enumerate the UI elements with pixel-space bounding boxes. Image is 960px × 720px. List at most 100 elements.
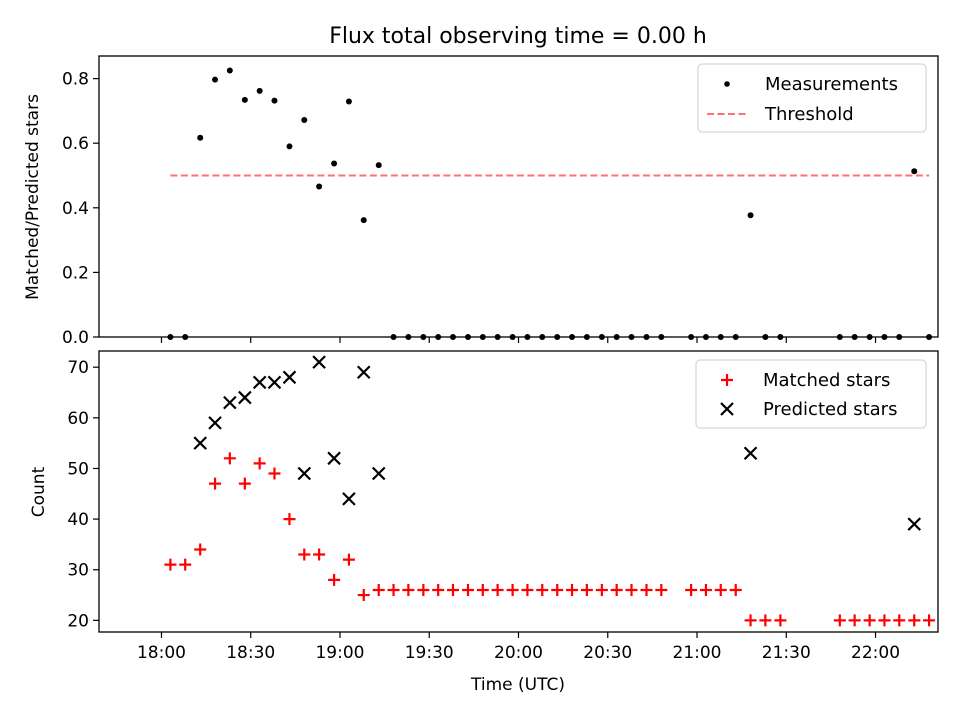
data-point-predicted [223, 395, 237, 410]
data-point-matched [372, 583, 385, 596]
data-point-matched [625, 583, 638, 596]
data-point [197, 134, 204, 141]
data-point [911, 168, 918, 175]
data-point-matched [298, 548, 311, 561]
x-axis [160, 337, 877, 343]
y-axis-label: Count [29, 466, 49, 517]
legend-label-matched: Matched stars [763, 370, 890, 391]
data-point-matched [551, 583, 564, 596]
legend-label-predicted: Predicted stars [763, 399, 897, 420]
data-point-matched [179, 558, 192, 571]
panel-ratio: Flux total observing time = 0.00 h Match… [23, 24, 939, 348]
data-point-matched [268, 467, 281, 480]
data-point-matched [432, 583, 445, 596]
data-point-matched [863, 614, 876, 627]
data-point-matched [521, 583, 534, 596]
data-point-matched [194, 543, 207, 556]
y-tick-label: 50 [67, 459, 89, 479]
y-tick-label: 0.2 [62, 263, 89, 283]
data-point [301, 116, 308, 123]
data-point-matched [491, 583, 504, 596]
legend-label-threshold: Threshold [764, 104, 854, 125]
data-point-matched [640, 583, 653, 596]
data-point-matched [595, 583, 608, 596]
data-point-matched [506, 583, 519, 596]
data-point-matched [729, 583, 742, 596]
data-point-matched [253, 457, 266, 470]
data-point [212, 76, 219, 83]
data-point-matched [342, 553, 355, 566]
data-point [271, 97, 278, 104]
legend-marker-matched [721, 374, 733, 386]
data-point-matched [774, 614, 787, 627]
data-point [345, 98, 352, 105]
data-point-matched [283, 513, 296, 526]
data-point-matched [328, 573, 341, 586]
legend-box [697, 63, 927, 133]
y-tick-label: 30 [67, 561, 89, 581]
x-tick-label: 18:00 [137, 643, 186, 663]
chart-title: Flux total observing time = 0.00 h [329, 24, 707, 49]
data-point-predicted [252, 375, 267, 390]
y-axis: 20 30 40 50 60 70 [67, 358, 99, 631]
data-point [331, 160, 338, 167]
x-tick-label: 21:00 [673, 643, 722, 663]
data-point-matched [699, 583, 712, 596]
y-tick-label: 20 [67, 611, 89, 631]
data-point-matched [580, 583, 593, 596]
data-point-matched [923, 614, 936, 627]
data-point [360, 217, 367, 224]
data-point-matched [387, 583, 400, 596]
x-tick-label: 20:00 [494, 643, 543, 663]
data-point-matched [313, 548, 326, 561]
y-tick-label: 60 [67, 409, 89, 429]
data-point-predicted [907, 517, 922, 531]
panel-counts: Count Time (UTC) 20 30 40 50 60 70 18:00 18:30… [29, 350, 939, 695]
data-point-matched [461, 583, 474, 596]
data-point-matched [164, 558, 177, 571]
y-tick-label: 0.8 [62, 70, 89, 90]
data-point-predicted [356, 365, 371, 380]
data-point-predicted [297, 466, 312, 481]
legend: Matched stars Predicted stars [695, 359, 927, 429]
data-point-matched [417, 583, 430, 596]
data-point-predicted [743, 446, 758, 461]
data-point [316, 183, 323, 190]
data-point-matched [759, 614, 772, 627]
legend-box [695, 359, 927, 429]
data-point-matched [446, 583, 459, 596]
data-point-matched [610, 583, 623, 596]
data-point-matched [893, 614, 906, 627]
x-tick-label: 19:00 [315, 643, 364, 663]
data-point-matched [714, 583, 727, 596]
data-point [286, 143, 293, 150]
legend-marker-measurements [724, 81, 730, 87]
data-point-matched [223, 452, 236, 465]
data-point-predicted [193, 436, 207, 450]
data-point [241, 96, 248, 103]
data-point-matched [476, 583, 489, 596]
x-axis-label: Time (UTC) [470, 675, 565, 695]
y-axis: 0.0 0.2 0.4 0.6 0.8 [62, 70, 99, 348]
data-point-predicted [327, 451, 341, 466]
data-point [747, 212, 754, 219]
data-point-predicted [282, 370, 297, 385]
data-point-predicted [312, 355, 326, 369]
data-point [375, 162, 382, 169]
data-point [226, 67, 233, 74]
data-point-matched [848, 614, 861, 627]
y-tick-label: 40 [67, 510, 89, 530]
legend: Measurements Threshold [697, 63, 927, 133]
data-point-matched [878, 614, 891, 627]
data-point-predicted [342, 492, 356, 506]
data-point-matched [209, 477, 222, 490]
data-point-matched [833, 614, 846, 627]
data-point-matched [238, 477, 251, 490]
x-tick-label: 22:00 [851, 643, 900, 663]
data-point-matched [655, 583, 668, 596]
legend-marker-predicted [720, 402, 734, 416]
data-point [256, 87, 263, 94]
x-tick-label: 20:30 [583, 643, 632, 663]
data-point-matched [357, 589, 370, 602]
